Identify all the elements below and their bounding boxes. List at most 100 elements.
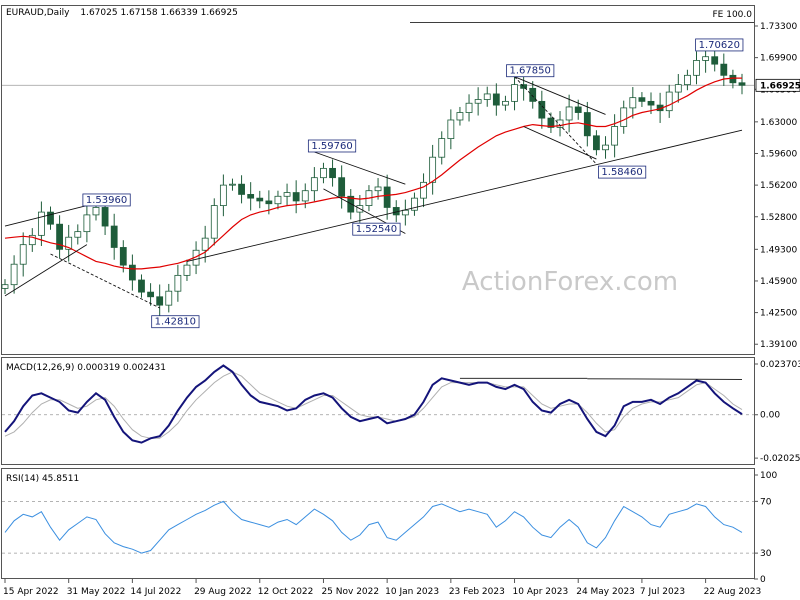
candle [201, 225, 209, 263]
candle [28, 228, 36, 252]
candle [65, 224, 73, 262]
candle-body [119, 247, 127, 266]
candle [310, 167, 318, 202]
candle-body [547, 117, 555, 128]
y-tick-label: 1.56200 [760, 181, 797, 191]
main-panel-frame [1, 5, 755, 355]
candle [283, 183, 291, 206]
price-label-box [506, 64, 555, 78]
candle-body [638, 97, 646, 102]
rsi-panel-frame [1, 468, 755, 579]
price-label: 1.70620 [695, 38, 744, 52]
price-label-text: 1.53960 [86, 195, 127, 206]
candle-body [1, 284, 9, 289]
candle [110, 213, 118, 260]
x-tick-label: 7 Jul 2023 [640, 587, 685, 597]
candle-body [147, 291, 154, 298]
price-label-text: 1.59760 [311, 141, 352, 152]
candle [383, 174, 391, 220]
candle-body [238, 183, 245, 195]
macd-title: MACD(12,26,9) 0.000319 0.002431 [6, 363, 166, 373]
candle-body [556, 119, 564, 128]
price-label-box [598, 165, 647, 179]
candle [165, 283, 173, 313]
candle-body [729, 74, 737, 84]
rsi-y-tick-label: 100 [760, 471, 777, 481]
trendline [314, 151, 406, 185]
candle [502, 95, 509, 111]
candle [674, 74, 682, 103]
candle-body [229, 183, 236, 186]
y-tick-label: 1.49300 [760, 245, 797, 255]
price-label-box [695, 38, 744, 52]
candle-body [520, 84, 528, 89]
candle-body [65, 236, 73, 250]
y-tick-label: 1.52800 [760, 213, 797, 223]
candle [720, 53, 728, 86]
trendline [523, 126, 597, 160]
macd-trendline [587, 378, 743, 380]
fe-level-label: FE 100.0 [713, 10, 753, 20]
candle [556, 111, 564, 137]
candle-body [310, 177, 318, 192]
trendline [186, 129, 743, 262]
macd-y-tick-label: 0.023703 [760, 360, 800, 370]
candle-body [538, 100, 546, 119]
trendline [514, 76, 606, 115]
candle [411, 192, 418, 216]
candle-body [329, 167, 336, 179]
candle-body [292, 192, 300, 202]
price-label-box [82, 193, 131, 207]
macd-signal-line [4, 371, 743, 439]
candle [320, 162, 327, 184]
candle-body [201, 237, 209, 251]
candle [711, 49, 719, 72]
candle-body [647, 100, 655, 106]
candle [229, 178, 236, 191]
candle [593, 130, 600, 156]
candle-body [720, 63, 728, 76]
x-tick-label: 15 Apr 2022 [3, 587, 59, 597]
candle-body [665, 91, 673, 112]
candle-body [10, 263, 18, 286]
y-tick-label: 1.45900 [760, 277, 797, 287]
candle-body [629, 97, 637, 109]
candle-body [256, 197, 264, 202]
candle [738, 73, 746, 95]
main-plot: 1.53960 1.42810 1.59760 1.52540 1.67850 1.584… [1, 22, 754, 329]
candle [529, 81, 537, 109]
candle [429, 144, 437, 195]
trendline [4, 205, 87, 227]
candle-body [37, 211, 45, 236]
rsi-y-tick-label: 30 [760, 549, 772, 559]
candle [547, 112, 555, 134]
price-label-box [352, 222, 401, 236]
candle [538, 90, 546, 129]
y-tick-label: 1.73300 [760, 22, 797, 32]
candle [138, 274, 145, 298]
candle-body [47, 211, 54, 225]
candle [401, 199, 409, 226]
candle [465, 94, 473, 122]
candle [338, 165, 346, 209]
candle-body [374, 186, 382, 192]
candle-body [738, 82, 746, 86]
x-tick-label: 25 Nov 2022 [321, 587, 379, 597]
trendline [4, 244, 88, 297]
candle-body [411, 197, 418, 211]
candle-body [138, 279, 145, 293]
candle-body [565, 106, 573, 121]
candle-body [474, 99, 482, 104]
watermark: ActionForex.com [462, 267, 678, 297]
candle-body [219, 184, 227, 206]
candle [156, 284, 164, 318]
y-tick-label: 1.39100 [760, 340, 797, 350]
candle [456, 106, 464, 126]
candle-body [511, 84, 518, 102]
rsi-y-tick-label: 70 [760, 497, 772, 507]
rsi-plot [2, 500, 754, 554]
candle-body [447, 119, 455, 139]
price-label-text: 1.67850 [510, 66, 551, 77]
candle-body [456, 112, 464, 121]
